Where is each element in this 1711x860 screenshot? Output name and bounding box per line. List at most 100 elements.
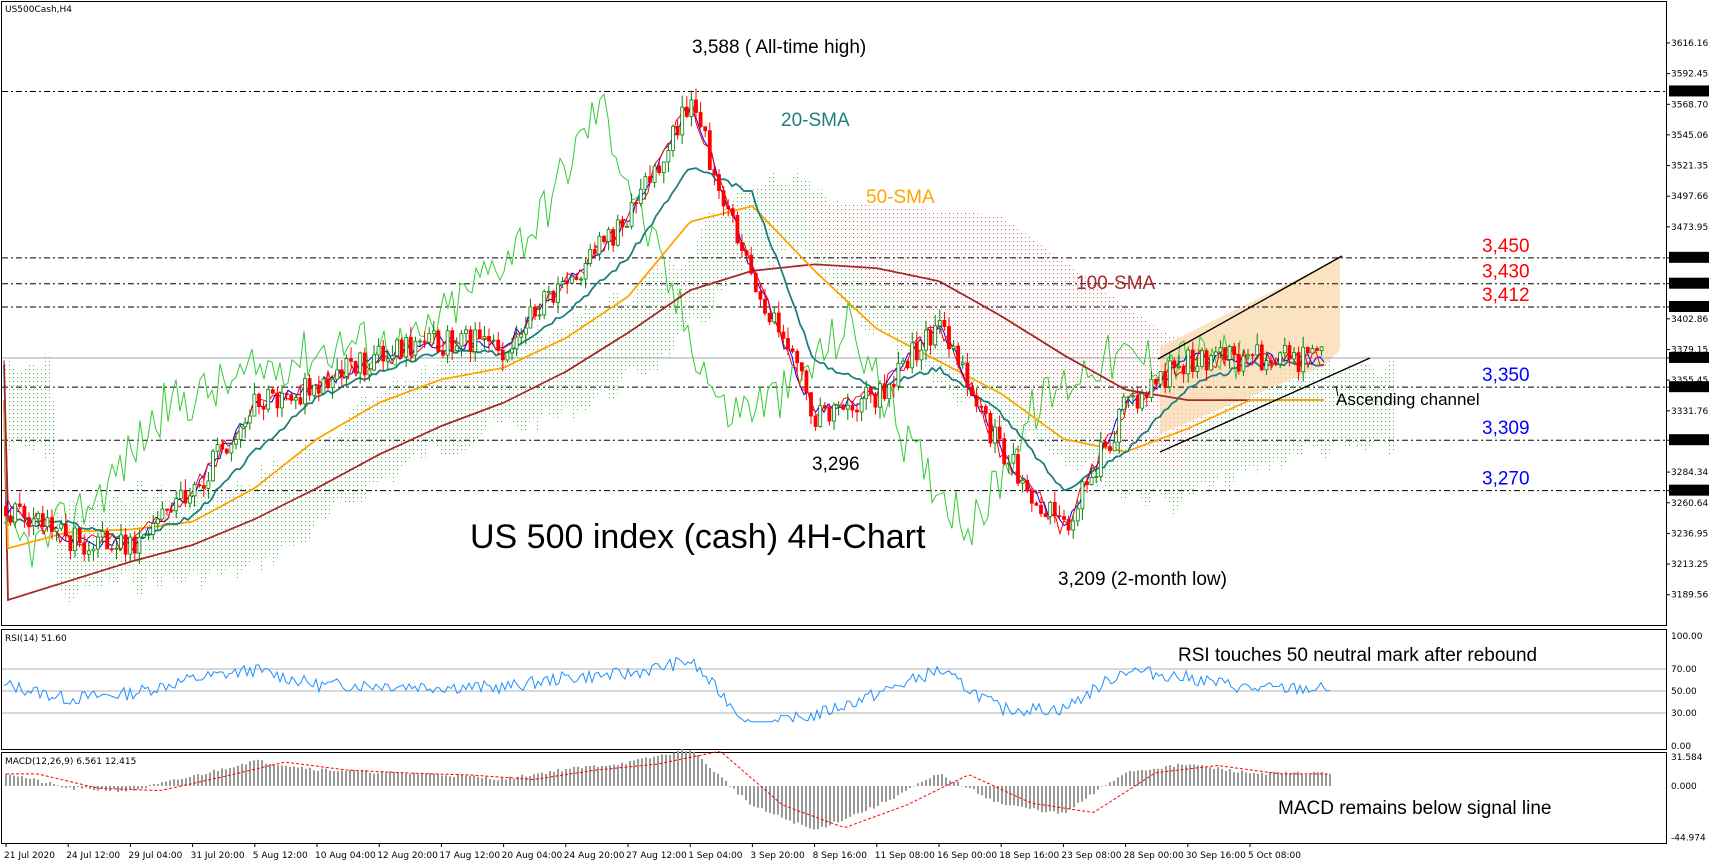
candle-body <box>781 331 786 339</box>
candle-body <box>634 202 639 205</box>
candle-body <box>514 336 519 350</box>
candle-body <box>772 312 777 323</box>
candle-body <box>151 523 156 535</box>
candle-body <box>1020 479 1025 484</box>
candle-body <box>947 326 951 350</box>
candle-body <box>758 291 763 300</box>
candle-body <box>459 333 464 347</box>
candle-body <box>1319 346 1324 351</box>
candle-body <box>1131 395 1135 398</box>
candle-body <box>1062 516 1066 520</box>
candle-body <box>119 534 123 549</box>
price-marker-label: 3412.00 <box>1671 303 1708 313</box>
candle-body <box>68 535 73 552</box>
candle-body <box>289 394 294 401</box>
candle-body <box>50 517 54 532</box>
candle-body <box>1167 360 1172 388</box>
candle-body <box>864 386 869 400</box>
main-panel-frame <box>1 1 1667 626</box>
candle-body <box>1264 360 1269 371</box>
candle-body <box>266 389 271 410</box>
candle-body <box>569 276 574 284</box>
candle-body <box>776 312 781 333</box>
candle-body <box>183 490 188 504</box>
candle-body <box>188 495 192 504</box>
price-marker-label: 3430.00 <box>1671 280 1708 290</box>
candle-body <box>464 329 468 334</box>
candle-body <box>100 531 105 538</box>
candle-body <box>822 405 827 409</box>
candle-body <box>712 169 717 175</box>
candle-body <box>606 229 611 242</box>
candle-body <box>657 165 662 174</box>
macd-tick: -44.974 <box>1671 834 1706 844</box>
date-label: 27 Aug 12:00 <box>626 851 687 860</box>
candle-body <box>27 517 31 527</box>
candle-body <box>316 384 321 394</box>
price-marker-label: 3578.63 <box>1671 87 1708 97</box>
price-marker-label: 3372.60 <box>1671 354 1708 364</box>
candle-body <box>937 320 942 327</box>
candle-body <box>620 219 625 228</box>
candle-body <box>602 235 606 242</box>
price-axis: 3616.16 3592.45 3568.70 3545.06 3521.35 3497.… <box>1666 39 1709 601</box>
candle-body <box>326 378 330 389</box>
date-label: 23 Sep 08:00 <box>1061 851 1121 860</box>
candle-body <box>211 450 215 482</box>
price-label: 3568.70 <box>1671 100 1708 110</box>
candle-body <box>105 531 110 550</box>
sma20-annotation: 20-SMA <box>781 110 850 131</box>
candle-body <box>367 369 372 376</box>
candle-body <box>1269 360 1273 364</box>
macd-label: MACD(12,26,9) 6.561 12.415 <box>5 757 136 767</box>
candle-body <box>13 503 18 523</box>
candle-body <box>376 345 381 356</box>
candle-body <box>298 397 303 405</box>
candle-body <box>1071 520 1076 531</box>
rsi-tick: 30.00 <box>1671 709 1697 719</box>
candle-body <box>1310 348 1315 354</box>
candle-body <box>224 448 229 454</box>
macd-tick: 31.584 <box>1671 753 1703 763</box>
indicator-lines <box>3 93 1325 602</box>
candle-body <box>666 150 671 163</box>
candle-body <box>523 327 528 335</box>
candle-body <box>1149 378 1154 398</box>
candle-body <box>169 509 174 512</box>
candle-body <box>1204 350 1209 371</box>
price-label: 3473.95 <box>1671 223 1708 233</box>
candle-body <box>436 330 441 352</box>
candle-body <box>1006 462 1011 465</box>
candle-body <box>362 352 367 376</box>
candle-body <box>160 508 165 520</box>
date-label: 21 Jul 2020 <box>4 851 55 860</box>
price-label: 3616.16 <box>1671 39 1708 49</box>
candle-body <box>1108 446 1112 452</box>
candle-body <box>165 508 169 511</box>
candle-body <box>615 219 620 246</box>
candle-body <box>928 329 933 346</box>
price-marker <box>1669 85 1709 97</box>
candle-body <box>1172 360 1177 368</box>
candle-body <box>1213 351 1218 356</box>
candle-body <box>473 329 478 352</box>
candle-body <box>385 358 390 362</box>
macd-note: MACD remains below signal line <box>1278 798 1552 819</box>
candle-body <box>1186 349 1191 375</box>
candle-body <box>390 355 395 360</box>
candle-body <box>786 337 790 350</box>
candle-body <box>372 354 376 371</box>
candle-body <box>215 444 220 452</box>
candle-body <box>1075 508 1080 522</box>
candle-body <box>1287 345 1292 360</box>
candle-body <box>450 330 455 351</box>
candle-body <box>956 345 961 365</box>
candle-body <box>1043 513 1048 518</box>
candle-body <box>661 161 666 174</box>
candle-body <box>841 404 846 410</box>
level-label: 3,412 <box>1482 285 1530 306</box>
candle-body <box>247 415 252 424</box>
candle-body <box>1126 396 1131 399</box>
rsi-tick: 50.00 <box>1671 687 1697 697</box>
